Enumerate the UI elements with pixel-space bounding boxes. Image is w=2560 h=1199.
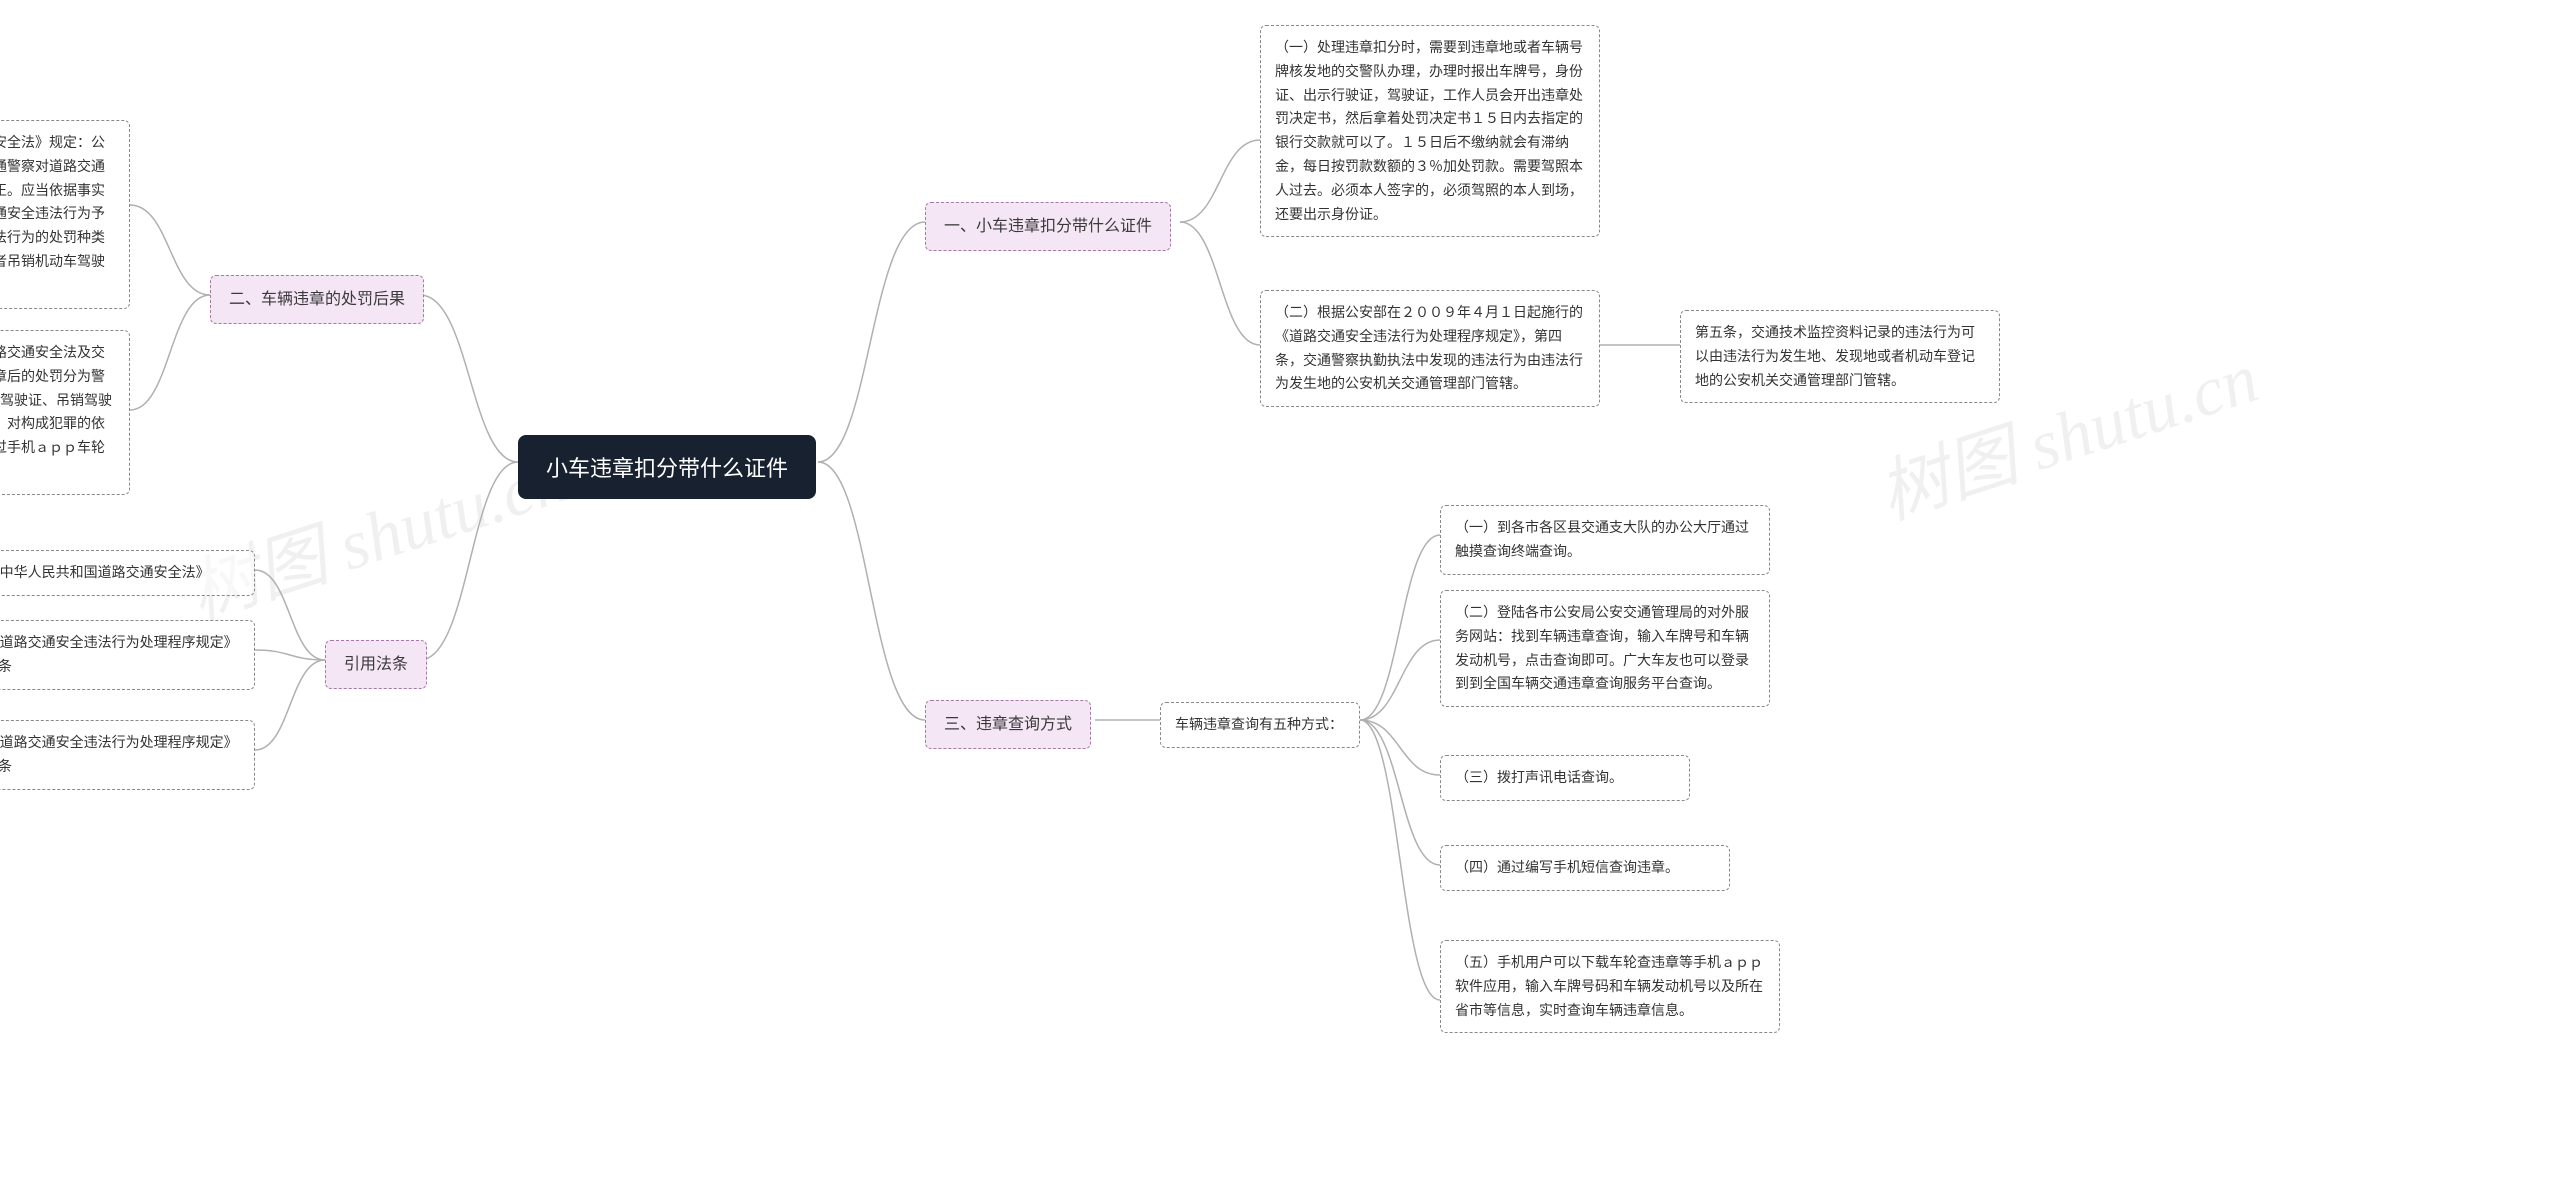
mindmap-root: 小车违章扣分带什么证件 [518,435,816,499]
leaf-law-text: 《中华人民共和国道路交通安全法》规定：公安机关交通管理部门及其交通警察对道路交通… [0,120,130,309]
leaf-doc-2: （二）根据公安部在２００９年４月１日起施行的《道路交通安全违法行为处理程序规定》… [1260,290,1600,407]
leaf-query-1: （一）到各市各区县交通支大队的办公大厅通过触摸查询终端查询。 [1440,505,1770,575]
branch-documents: 一、小车违章扣分带什么证件 [925,202,1171,251]
leaf-query-5: （五）手机用户可以下载车轮查违章等手机ａｐｐ软件应用，输入车牌号码和车辆发动机号… [1440,940,1780,1033]
branch-consequences: 二、车辆违章的处罚后果 [210,275,424,324]
branch-citations: 引用法条 [325,640,427,689]
leaf-citation-2: [2]《道路交通安全违法行为处理程序规定》第四条 [0,620,255,690]
leaf-citation-1: [1]《中华人民共和国道路交通安全法》 [0,550,255,596]
leaf-doc-1: （一）处理违章扣分时，需要到违章地或者车辆号牌核发地的交警队办理，办理时报出车牌… [1260,25,1600,237]
leaf-query-3: （三）拨打声讯电话查询。 [1440,755,1690,801]
leaf-doc-2-sub: 第五条，交通技术监控资料记录的违法行为可以由违法行为发生地、发现地或者机动车登记… [1680,310,2000,403]
leaf-citation-3: [3]《道路交通安全违法行为处理程序规定》第五条 [0,720,255,790]
leaf-query-label: 车辆违章查询有五种方式： [1160,702,1360,748]
leaf-violation-def: 车辆违章是指机动车违反道路交通安全法及交通管理规定的行为。车辆违章后的处罚分为警… [0,330,130,495]
leaf-query-4: （四）通过编写手机短信查询违章。 [1440,845,1730,891]
branch-query-methods: 三、违章查询方式 [925,700,1091,749]
leaf-query-2: （二）登陆各市公安局公安交通管理局的对外服务网站：找到车辆违章查询，输入车牌号和… [1440,590,1770,707]
